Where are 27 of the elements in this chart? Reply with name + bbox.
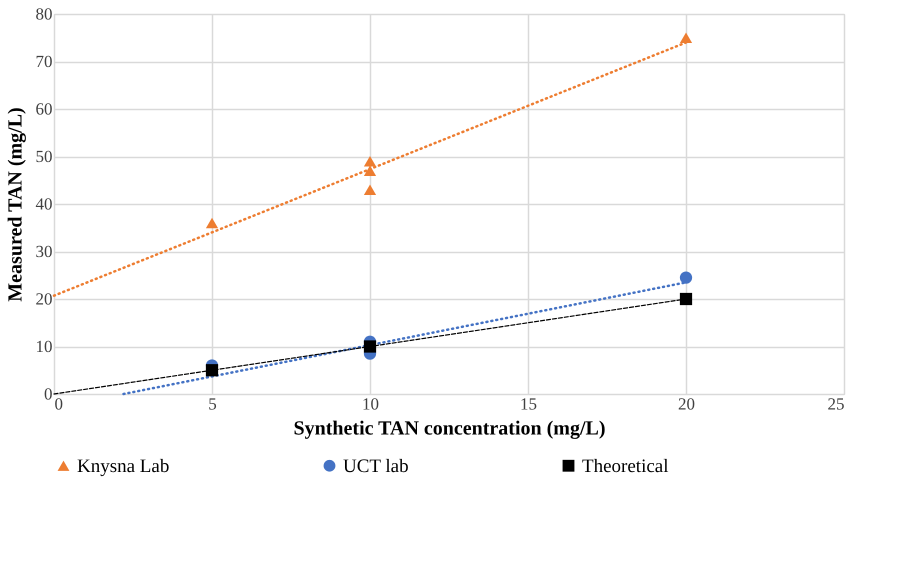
- x-tick-label: 10: [362, 394, 379, 414]
- y-tick-label: 10: [36, 337, 52, 356]
- point: [364, 165, 376, 176]
- x-tick-label: 20: [678, 394, 695, 414]
- point: [680, 32, 692, 44]
- y-tick-label: 50: [36, 147, 52, 166]
- legend-label: Theoretical: [582, 456, 669, 477]
- y-tick-label: 40: [36, 194, 52, 214]
- point: [680, 292, 692, 306]
- point: [680, 272, 692, 284]
- y-tick-label: 70: [36, 52, 52, 71]
- x-tick-label: 15: [520, 394, 537, 414]
- y-tick-label: 30: [36, 242, 52, 261]
- point: [206, 218, 218, 228]
- point: [364, 156, 376, 167]
- y-tick-label: 60: [36, 100, 52, 118]
- x-tick-label: 25: [828, 394, 844, 414]
- y-tick-label: 20: [36, 290, 52, 308]
- legend-label: Knysna Lab: [77, 456, 170, 477]
- point: [206, 364, 218, 376]
- point: [364, 340, 376, 353]
- y-axis-title: Measured TAN (mg/L): [4, 107, 26, 302]
- y-tick-label: 80: [36, 4, 52, 24]
- legend-label: UCT lab: [343, 456, 409, 477]
- point: [364, 184, 376, 196]
- x-axis-title: Synthetic TAN concentration (mg/L): [293, 418, 606, 440]
- x-tick-label: 5: [208, 394, 217, 414]
